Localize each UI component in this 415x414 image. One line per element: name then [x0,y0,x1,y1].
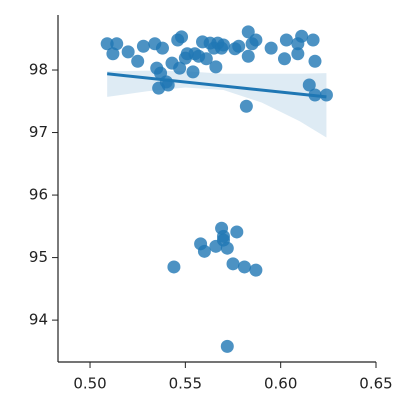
point [249,33,263,47]
point [295,29,309,43]
point [209,60,223,74]
point [291,47,305,61]
point [319,88,333,102]
point [100,37,114,51]
point [279,33,293,47]
point [306,33,320,47]
point [106,47,120,61]
point [226,257,240,271]
point [220,241,234,255]
point [277,52,291,66]
point [175,30,189,44]
x-tick-label: 0.60 [264,375,297,393]
y-tick-label: 98 [29,61,48,79]
point [237,260,251,274]
x-tick-label: 0.50 [73,375,106,393]
point [239,99,253,113]
confidence-band [107,70,327,138]
y-tick-label: 95 [29,248,48,266]
point [173,61,187,75]
point [230,225,244,239]
point [131,54,145,68]
y-tick-label: 96 [29,186,48,204]
point [302,78,316,92]
point [199,52,213,66]
y-tick-label: 97 [29,123,48,141]
x-tick-label: 0.55 [169,375,202,393]
point [264,41,278,55]
point [220,339,234,353]
point [155,41,169,55]
point [241,49,255,63]
y-tick-label: 94 [29,311,48,329]
point [110,37,124,51]
x-tick-label: 0.65 [359,375,392,393]
point [232,39,246,53]
point [308,54,322,68]
point [186,65,200,79]
point [216,38,230,52]
point [197,244,211,258]
point [249,263,263,277]
point [121,45,135,59]
point [136,39,150,53]
point [167,260,181,274]
point [241,25,255,39]
regression-line [107,72,327,99]
